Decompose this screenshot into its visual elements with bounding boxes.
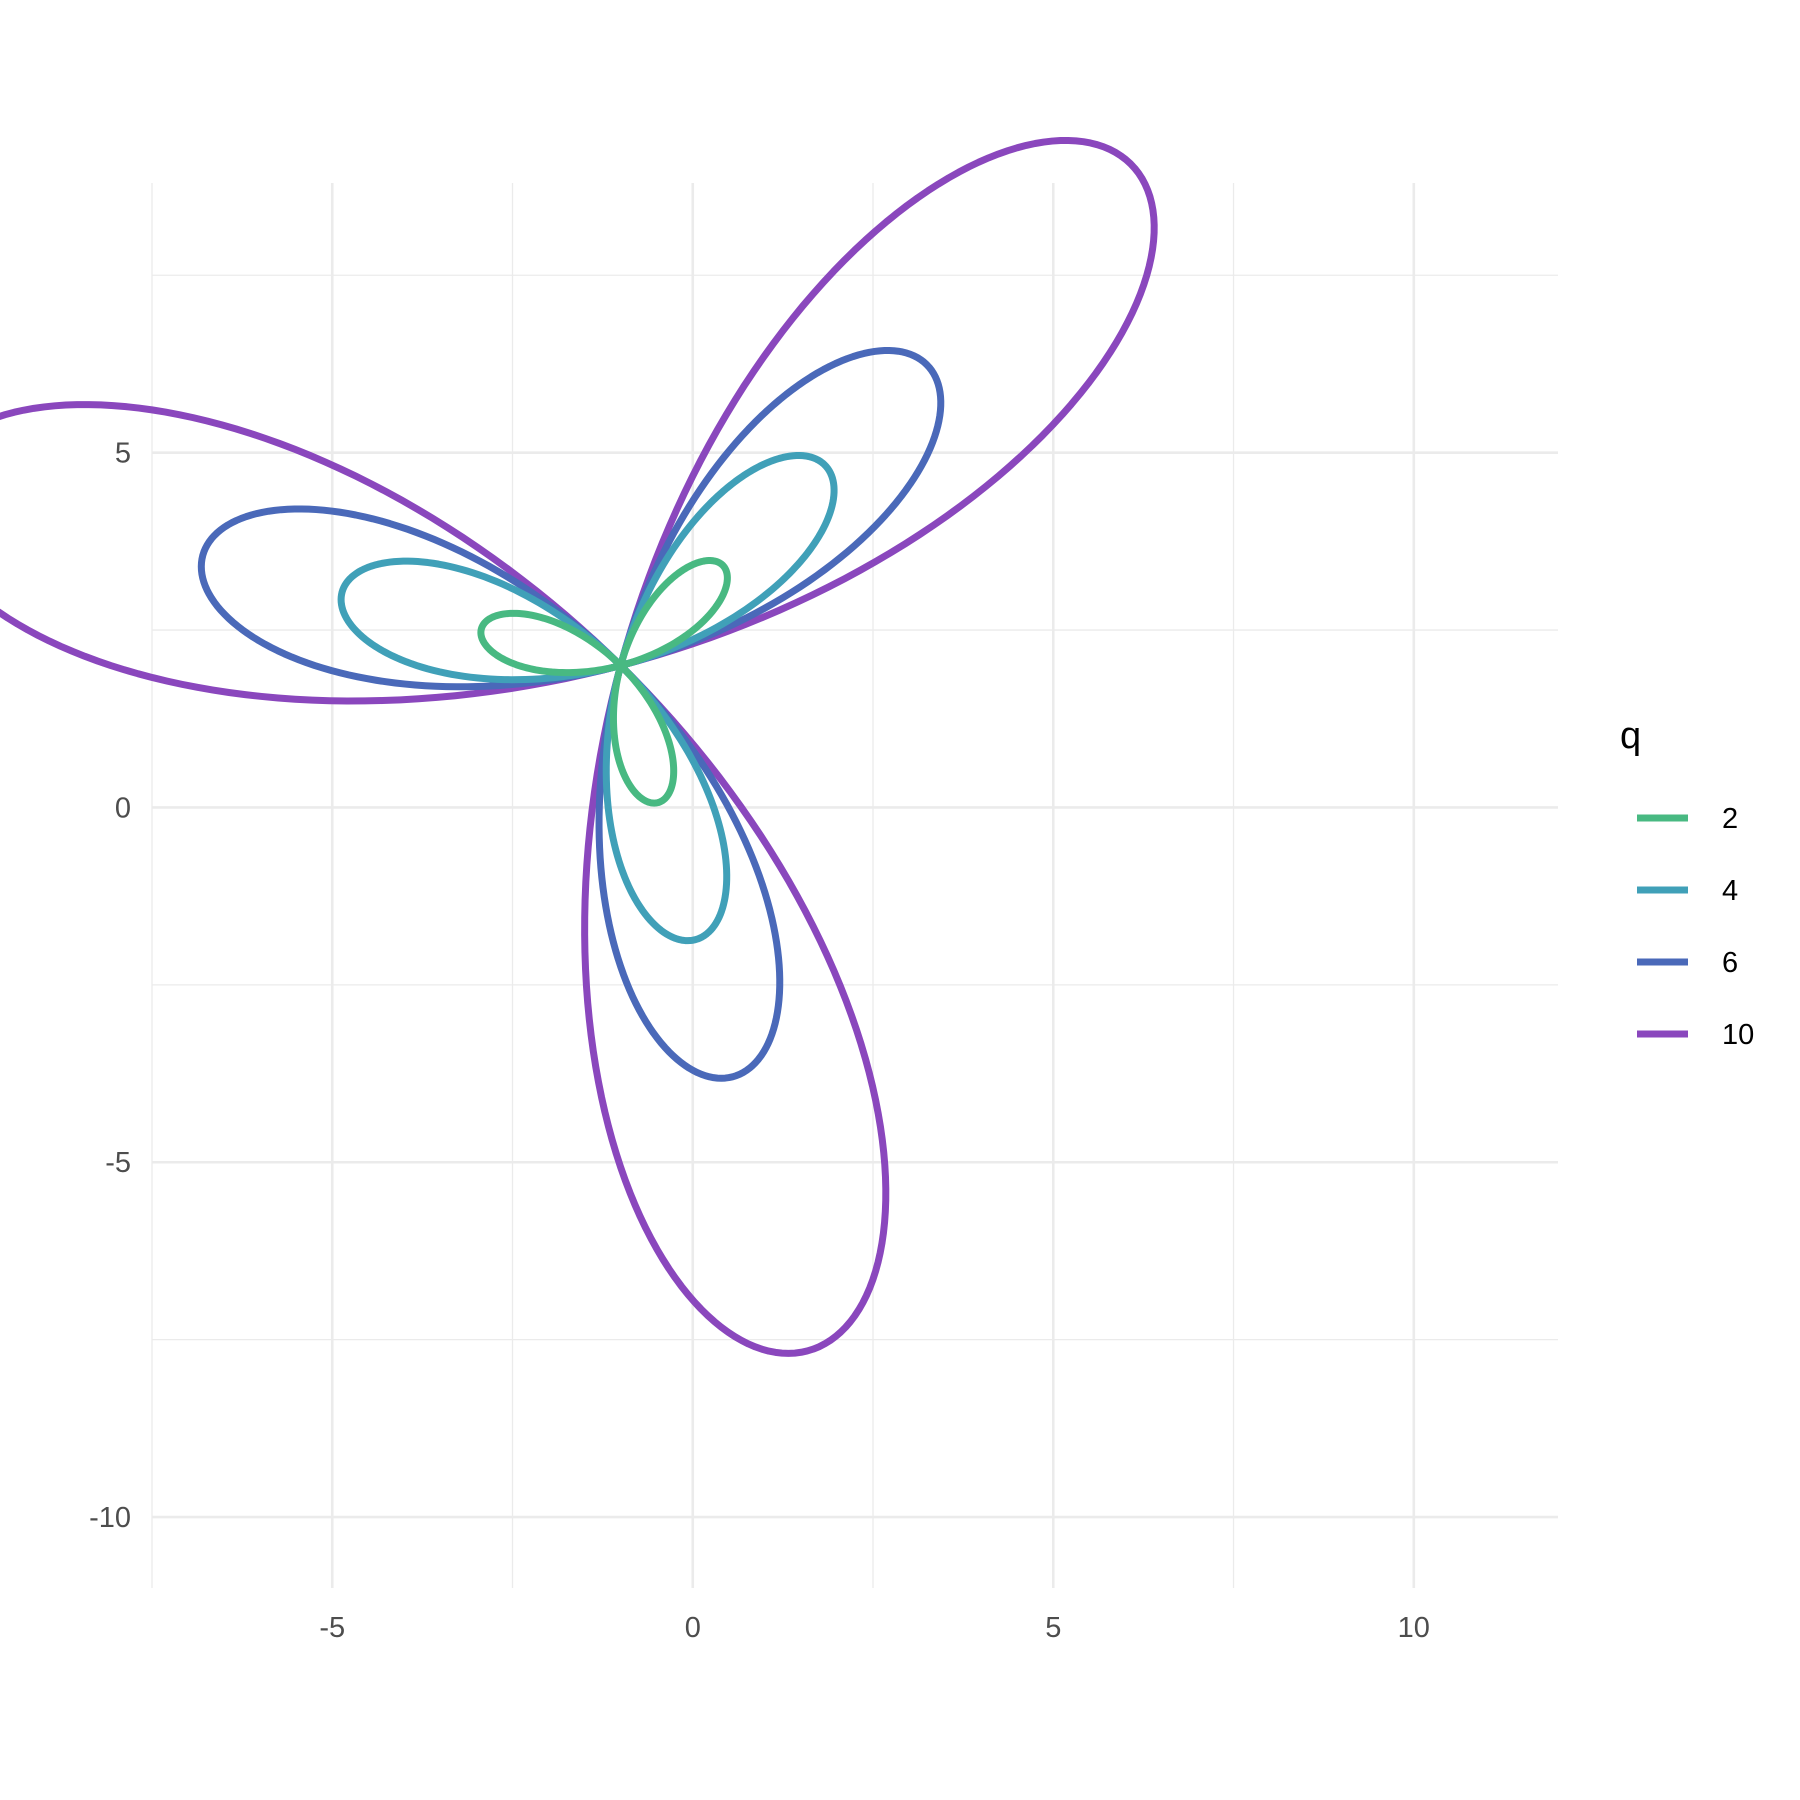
x-tick-label: -5 [319, 1612, 345, 1644]
legend: q 2 4 6 10 [1620, 715, 1754, 1051]
legend-label-q-10: 10 [1722, 1019, 1754, 1051]
x-axis-tick-labels: -5 0 5 10 [319, 1612, 1430, 1644]
y-tick-label: 5 [115, 438, 131, 470]
legend-label-q-2: 2 [1722, 803, 1738, 835]
legend-label-q-4: 4 [1722, 875, 1738, 907]
legend-title: q [1620, 715, 1641, 757]
major-gridlines [152, 183, 1558, 1588]
legend-entries: 2 4 6 10 [1637, 803, 1754, 1051]
y-tick-label: -5 [105, 1147, 131, 1179]
series-line-q-2 [477, 557, 731, 807]
y-tick-label: 0 [115, 792, 131, 824]
x-tick-label: 5 [1045, 1612, 1061, 1644]
series-line-q-6 [197, 346, 945, 1082]
plot-curves [0, 136, 1158, 1357]
y-axis-tick-labels: 5 0 -5 -10 [89, 438, 131, 1534]
legend-label-q-6: 6 [1722, 947, 1738, 979]
x-tick-label: 10 [1398, 1612, 1430, 1644]
series-line-q-4 [337, 452, 838, 945]
x-tick-label: 0 [685, 1612, 701, 1644]
y-tick-label: -10 [89, 1502, 131, 1534]
minor-gridlines [151, 183, 1558, 1588]
series-line-q-10 [0, 136, 1158, 1357]
